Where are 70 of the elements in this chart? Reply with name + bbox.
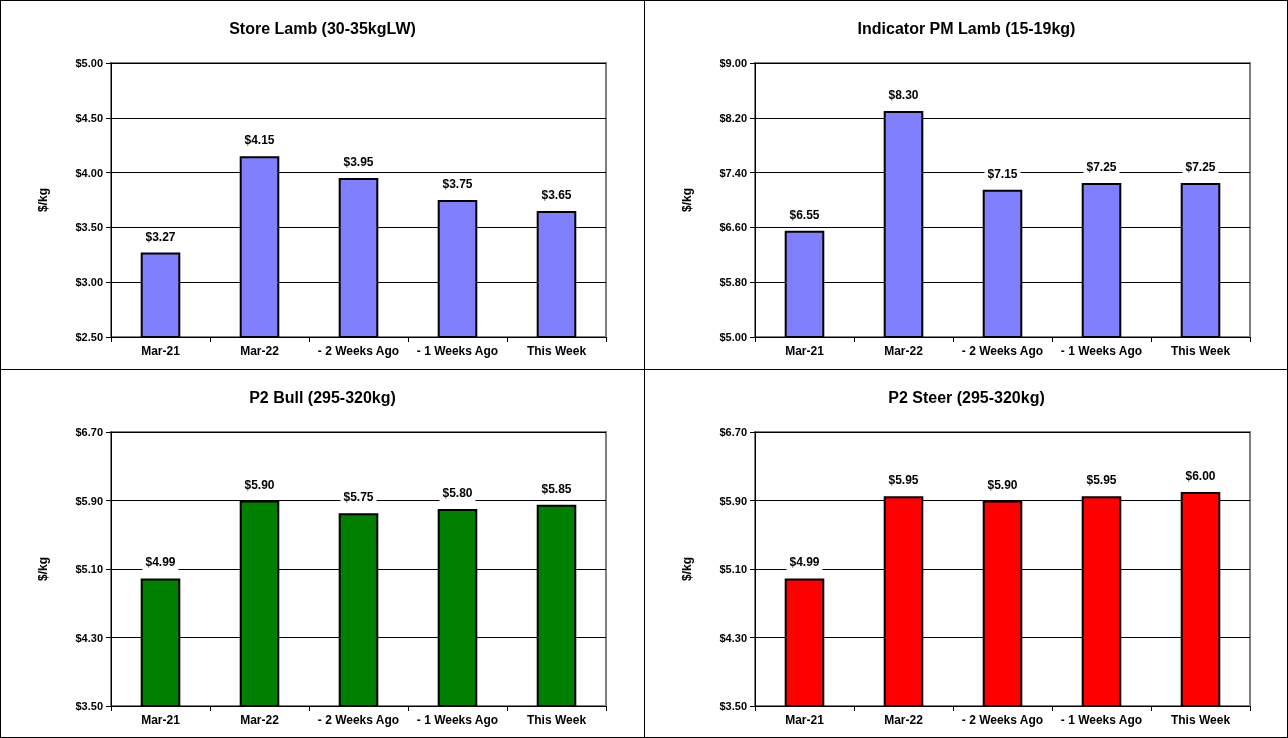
y-tick-label: $5.10 [718,562,747,575]
y-tick-label: $3.00 [75,276,103,289]
data-label: $3.95 [343,155,374,170]
y-tick-label: $3.50 [75,221,103,234]
y-tick-label: $6.60 [718,221,747,234]
data-label: $3.75 [442,177,473,191]
data-label: $5.80 [442,485,473,500]
x-tick-label: Mar-21 [141,344,181,358]
x-tick-label: - 1 Weeks Ago [1060,344,1142,358]
x-tick-label: Mar-22 [883,712,923,727]
x-tick-label: Mar-22 [883,344,923,358]
data-label: $3.65 [541,187,572,202]
x-tick-label: Mar-22 [240,712,280,727]
y-tick-label: $5.90 [75,494,103,506]
data-label: $3.27 [145,229,176,244]
x-tick-label: - 2 Weeks Ago [317,712,400,727]
x-tick-label: - 1 Weeks Ago [1060,712,1142,727]
data-label: $4.99 [145,554,176,569]
y-tick-label: $5.00 [718,331,747,343]
x-tick-label: This Week [526,344,587,358]
data-label: $7.25 [1085,159,1117,174]
x-tick-label: This Week [1170,344,1230,358]
x-tick-label: Mar-21 [784,344,824,358]
y-tick-label: $3.50 [718,699,747,712]
y-tick-label: $3.50 [75,699,103,712]
y-axis-title: $/kg [36,556,50,581]
data-label: $6.55 [788,207,820,222]
y-tick-label: $7.40 [718,166,747,179]
data-label: $5.95 [887,472,919,487]
data-label: $4.99 [788,554,820,569]
x-tick-label: This Week [1170,712,1230,727]
data-label: $7.15 [986,166,1018,181]
y-axis-title: $/kg [679,556,694,581]
y-tick-label: $2.50 [75,331,103,343]
y-tick-label: $8.20 [718,111,747,124]
chart-title: Indicator PM Lamb (15-19kg) [857,19,1075,37]
y-tick-label: $5.00 [75,57,103,69]
x-tick-label: Mar-22 [240,344,280,358]
data-label: $7.25 [1184,159,1216,174]
data-label: $5.85 [541,481,572,496]
data-label: $6.00 [1184,468,1216,483]
data-label: $5.75 [343,489,374,504]
y-tick-label: $4.30 [718,631,747,643]
data-label: $5.90 [986,477,1018,491]
y-tick-label: $6.70 [75,425,103,438]
x-tick-label: - 2 Weeks Ago [317,344,400,358]
y-tick-label: $4.30 [75,631,103,643]
x-tick-label: Mar-21 [141,712,181,727]
y-tick-label: $5.90 [718,494,747,506]
y-tick-label: $5.80 [718,276,747,289]
y-tick-label: $4.00 [75,166,103,179]
x-tick-label: - 1 Weeks Ago [416,344,499,358]
chart-title: Store Lamb (30-35kgLW) [229,19,416,37]
y-axis-title: $/kg [36,187,50,213]
y-axis-title: $/kg [679,187,694,213]
data-label: $5.90 [244,477,275,491]
data-label: $5.95 [1085,472,1117,487]
y-tick-label: $5.10 [75,562,103,575]
x-tick-label: Mar-21 [784,712,824,727]
x-tick-label: - 2 Weeks Ago [961,344,1043,358]
data-label: $4.15 [244,133,275,148]
data-label: $8.30 [887,87,919,102]
x-tick-label: - 2 Weeks Ago [961,712,1043,727]
x-tick-label: This Week [526,712,587,727]
y-tick-label: $9.00 [718,57,747,69]
y-tick-label: $6.70 [718,425,747,438]
x-tick-label: - 1 Weeks Ago [416,712,499,727]
chart-title: P2 Bull (295-320kg) [249,388,396,405]
y-tick-label: $4.50 [75,111,103,124]
chart-title: P2 Steer (295-320kg) [887,388,1045,405]
